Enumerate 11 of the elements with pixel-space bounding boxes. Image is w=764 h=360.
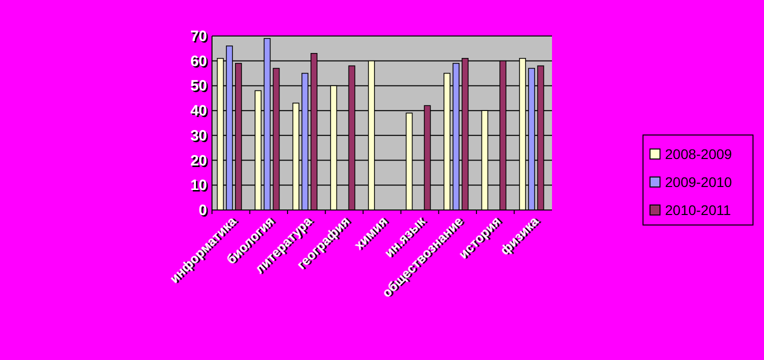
y-tick-label: 20: [190, 152, 207, 170]
y-tick-label: 70: [190, 28, 207, 45]
legend-label: 2008-2009: [665, 146, 732, 162]
legend-label: 2009-2010: [665, 174, 732, 190]
y-tick-label: 30: [190, 127, 207, 144]
y-tick-label: 10: [190, 177, 207, 194]
y-tick-label: 0: [198, 202, 207, 219]
y-tick-label: 40: [190, 102, 207, 120]
y-tick-label: 60: [190, 52, 207, 70]
y-tick-label: 50: [190, 78, 207, 95]
legend-label: 2010-2011: [665, 202, 732, 218]
